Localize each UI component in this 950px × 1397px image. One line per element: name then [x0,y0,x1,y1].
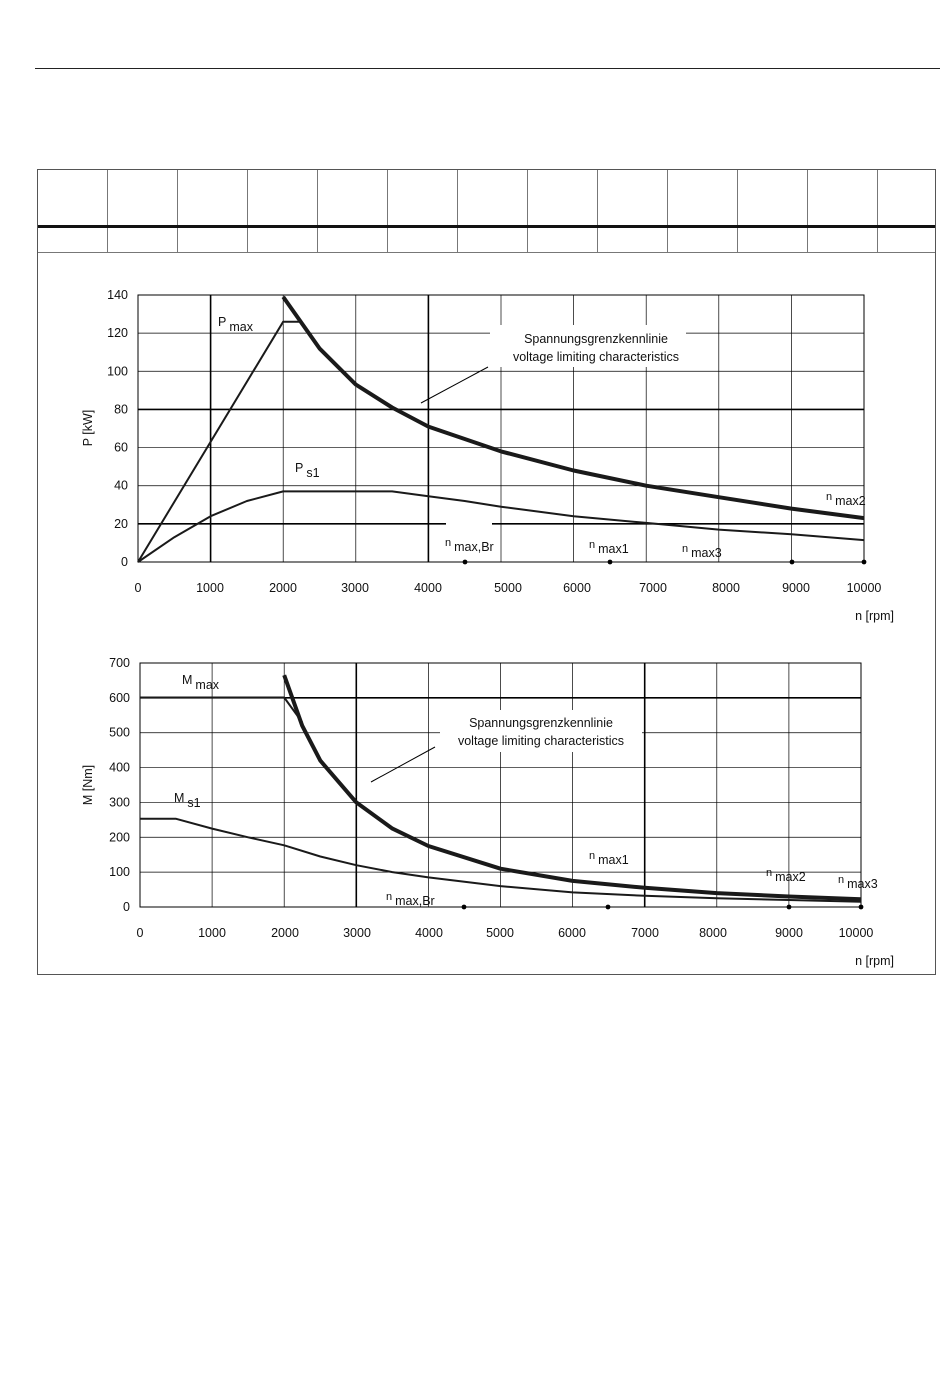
y-tick-label: 500 [109,726,130,740]
speed-marker-dot [789,559,795,565]
y-tick-label: 100 [109,865,130,879]
chart-frame [37,169,936,975]
x-tick-label: 7000 [631,926,659,940]
plot-border [137,294,865,563]
y-tick-label: 140 [107,288,128,302]
speed-marker-dot [605,904,611,910]
y-tick-label: 400 [109,761,130,775]
x-tick-label: 2000 [269,581,297,595]
x-tick-label: 9000 [775,926,803,940]
chart-1: 0 20 40 60 80 100 120 140 0 1000 2000 3000 4000 5000 6… [81,288,894,623]
series-line [137,320,317,563]
page-top-rule [35,68,940,69]
x-tick-label: 3000 [343,926,371,940]
speed-marker-label: n max,Br [386,891,435,908]
x-tick-label: 0 [137,926,144,940]
annotation-leader-line [420,366,489,404]
y-tick-label: 700 [109,656,130,670]
marker-label-background [446,516,492,534]
x-tick-label: 2000 [271,926,299,940]
speed-marker-dot [462,559,468,565]
speed-marker-dot [607,559,613,565]
y-tick-label: 100 [107,364,128,378]
series-line [282,674,862,902]
x-tick-label: 6000 [563,581,591,595]
x-tick-label: 6000 [558,926,586,940]
speed-marker-label: n max3 [682,543,722,560]
y-tick-label: 300 [109,795,130,809]
annotation-leader-line [370,746,436,783]
annotation-background [440,710,642,752]
speed-marker-dot [861,559,867,565]
x-tick-label: 4000 [414,581,442,595]
series-line [140,696,304,723]
speed-marker-dot [461,904,467,910]
x-axis-label: n [rpm] [855,954,894,968]
annotation-text: voltage limiting characteristics [513,350,679,364]
series-line [281,295,865,521]
annotation-text: voltage limiting characteristics [458,734,624,748]
speed-marker-label: n max,Br [445,537,494,554]
y-tick-label: 80 [114,402,128,416]
x-tick-label: 7000 [639,581,667,595]
y-tick-label: 40 [114,479,128,493]
speed-marker-dot [786,904,792,910]
x-tick-label: 8000 [699,926,727,940]
speed-marker-label: n max1 [589,539,629,556]
y-tick-label: 20 [114,517,128,531]
x-tick-label: 0 [135,581,142,595]
x-axis-label: n [rpm] [855,609,894,623]
header-grid-row [38,170,935,228]
annotation-text: Spannungsgrenzkennlinie [524,332,668,346]
y-tick-label: 0 [121,555,128,569]
y-tick-label: 600 [109,691,130,705]
y-tick-label: 60 [114,441,128,455]
y-tick-label: 0 [123,900,130,914]
header-grid [38,170,935,253]
y-tick-label: 120 [107,326,128,340]
y-axis-label: P [kW] [81,410,95,447]
x-tick-label: 10000 [839,926,874,940]
x-tick-label: 3000 [341,581,369,595]
x-tick-label: 10000 [847,581,882,595]
speed-marker-label: n max2 [826,491,866,508]
annotation-text: Spannungsgrenzkennlinie [469,716,613,730]
series-line [137,490,865,563]
header-grid-row [38,226,935,253]
speed-marker-dot [858,904,864,910]
series-line [140,817,862,903]
y-tick-label: 200 [109,830,130,844]
x-tick-label: 8000 [712,581,740,595]
speed-marker-label: n max2 [766,867,806,884]
speed-marker-label: n max1 [589,850,629,867]
x-tick-label: 1000 [196,581,224,595]
y-axis-label: M [Nm] [81,765,95,805]
x-tick-label: 9000 [782,581,810,595]
x-tick-label: 4000 [415,926,443,940]
speed-marker-label: n max3 [838,874,878,891]
x-tick-label: 5000 [486,926,514,940]
annotation-background [490,325,686,367]
x-tick-label: 1000 [198,926,226,940]
x-tick-label: 5000 [494,581,522,595]
plot-border [139,662,862,908]
